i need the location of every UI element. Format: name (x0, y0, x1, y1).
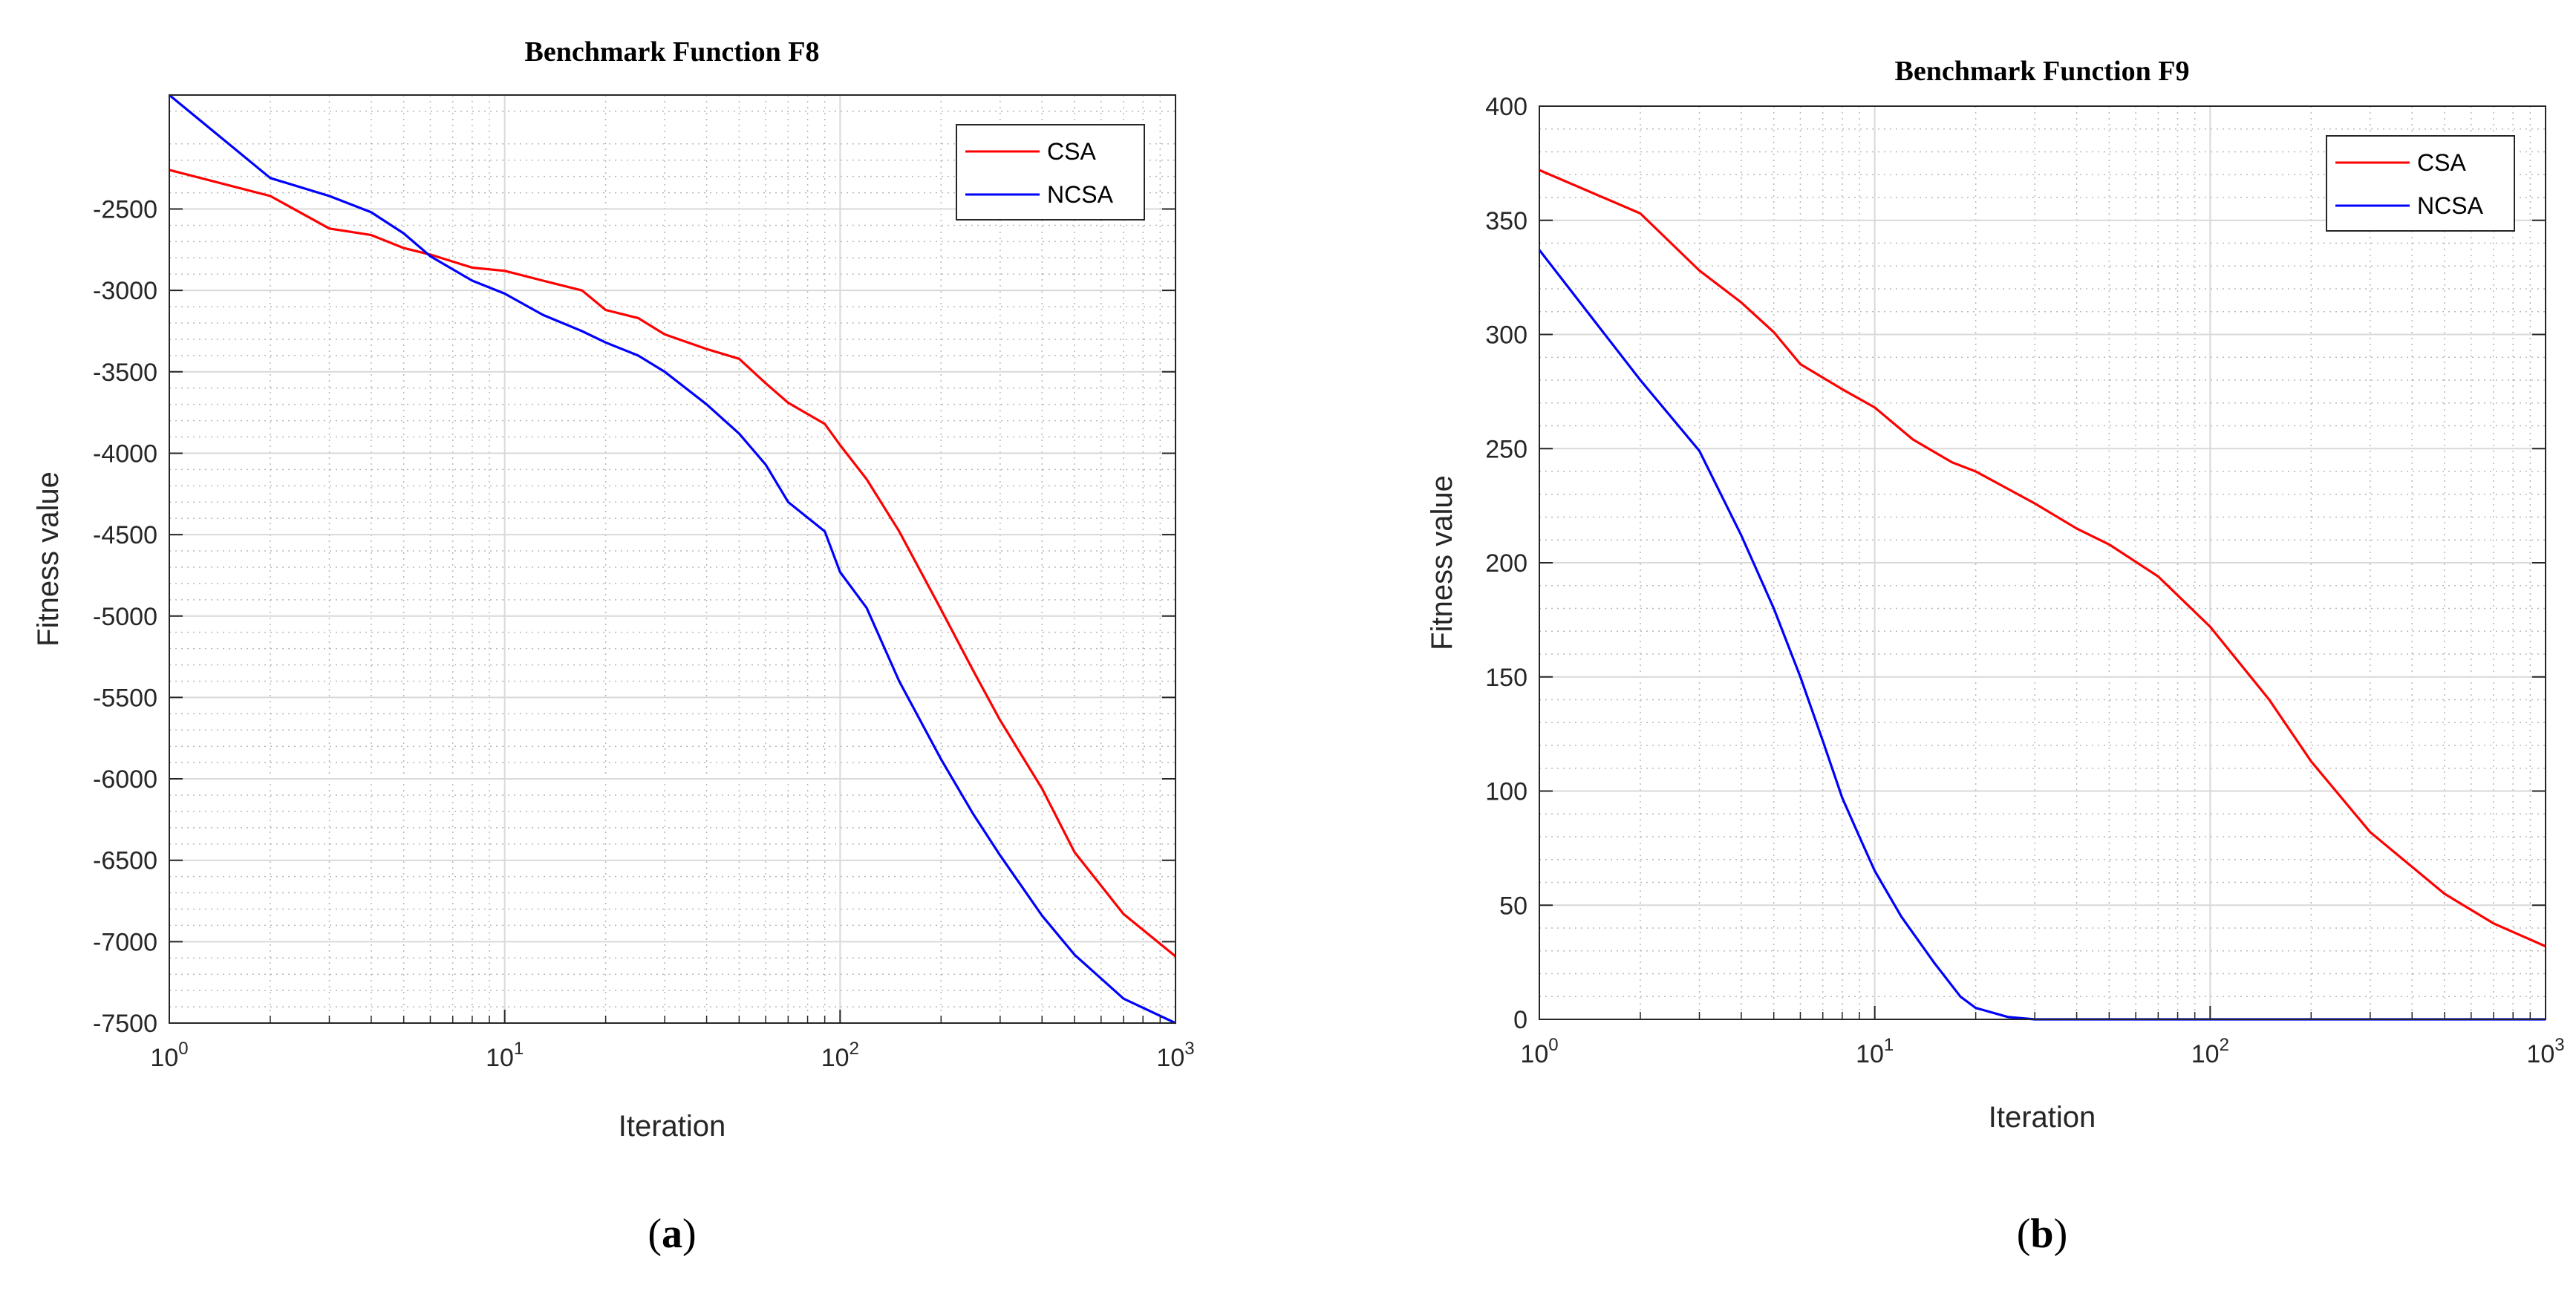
panel-b-title: Benchmark Function F9 (1895, 56, 2190, 87)
panel-b-ytick-label: 200 (1485, 549, 1527, 578)
panel-b-ytick-label: 150 (1485, 664, 1527, 692)
panel-a-legend-box (956, 124, 1145, 221)
panel-b-ytick-label: 50 (1499, 892, 1527, 920)
panel-b-xtick-base: 10 (1856, 1040, 1884, 1068)
panel-a-series-csa-line (169, 169, 1177, 958)
panel-a-plot-area (169, 95, 1175, 1023)
panel-a-xtick-label: 102 (821, 1039, 859, 1072)
panel-a-legend-csa-label: CSA (1047, 138, 1096, 165)
panel-a-series (168, 94, 1177, 1025)
panel-b-minor-grid (1539, 106, 2546, 1019)
panel-a-ytick-label: -6000 (93, 765, 157, 794)
panel-a-ytick-label: -5500 (93, 684, 157, 712)
panel-a-ytick-label: -3500 (93, 359, 157, 387)
panel-a-series-ncsa-line (168, 94, 1176, 1025)
panel-b-xtick-exp: 3 (2554, 1035, 2564, 1055)
panel-b-legend-ncsa-label: NCSA (2417, 192, 2484, 219)
panel-a-ticks: 100 101 102 103-2500-3000-3500-4000-4500-50… (93, 196, 1195, 1072)
panel-a-ytick-label: -2500 (93, 196, 157, 224)
panel-b-xtick-exp: 1 (1884, 1035, 1894, 1055)
panel-b-xtick-label: 103 (2526, 1035, 2564, 1068)
panel-a-title: Benchmark Function F8 (525, 36, 820, 68)
panel-a-legend: CSA NCSA (956, 124, 1145, 221)
panel-b-ytick-label: 300 (1485, 321, 1527, 350)
panel-a-xlabel: Iteration (619, 1110, 726, 1143)
panel-a-xtick-exp: 0 (178, 1039, 188, 1059)
panel-a-caption-letter: a (662, 1211, 682, 1257)
panel-a-legend-ncsa-label: NCSA (1047, 181, 1114, 208)
panel-b-caption-letter: b (2030, 1211, 2053, 1257)
panel-a-xtick-label: 103 (1156, 1039, 1194, 1072)
panel-a-xtick-base: 10 (1156, 1044, 1184, 1072)
panel-b-ytick-label: 250 (1485, 435, 1527, 463)
panel-b-ytick-label: 0 (1513, 1006, 1527, 1034)
panel-a-caption: (a) (648, 1211, 696, 1257)
panel-a-xtick-base: 10 (486, 1044, 514, 1072)
panel-a-xtick-base: 10 (150, 1044, 178, 1072)
panel-a-minor-grid (169, 94, 1175, 1023)
panel-a-ytick-label: -7000 (93, 928, 157, 956)
panel-b-xtick-base: 10 (2191, 1040, 2220, 1068)
panel-a-xtick-exp: 1 (514, 1039, 524, 1059)
panel-a-xtick-base: 10 (821, 1044, 850, 1072)
panel-b-ytick-label: 100 (1485, 778, 1527, 806)
panel-b-xtick-label: 101 (1856, 1035, 1894, 1068)
panel-a-ylabel: Fitness value (32, 471, 65, 647)
panel-b-xtick-base: 10 (1520, 1040, 1548, 1068)
panel-b-xtick-label: 100 (1520, 1035, 1558, 1068)
panel-b-ytick-label: 400 (1485, 93, 1527, 121)
panel-a-xtick-label: 101 (486, 1039, 524, 1072)
panel-a-ytick-label: -4500 (93, 521, 157, 549)
panel-a-xtick-exp: 2 (850, 1039, 859, 1059)
panel-b-series-csa-line (1539, 169, 2546, 948)
panel-b-caption: (b) (2017, 1211, 2067, 1257)
panel-b-xtick-label: 102 (2191, 1035, 2229, 1068)
panel-b-ylabel: Fitness value (1426, 475, 1458, 650)
panel-b-xlabel: Iteration (1989, 1101, 2096, 1134)
panel-b-ytick-label: 350 (1485, 207, 1527, 235)
panel-b-xtick-exp: 0 (1548, 1035, 1558, 1055)
panel-b-legend-box (2326, 135, 2515, 232)
panel-a-xtick-exp: 3 (1184, 1039, 1194, 1059)
panel-a-ytick-label: -5000 (93, 603, 157, 631)
panel-b-legend: CSA NCSA (2326, 135, 2515, 232)
panel-a-axes-box (169, 94, 1176, 1024)
panel-a-ytick-label: -3000 (93, 277, 157, 305)
panel-a-ytick-label: -6500 (93, 847, 157, 875)
panel-b-legend-csa-label: CSA (2417, 149, 2466, 176)
panel-b-xtick-base: 10 (2526, 1040, 2554, 1068)
panel-a-ytick-label: -4000 (93, 440, 157, 468)
panel-a-ytick-label: -7500 (93, 1010, 157, 1038)
panel-b-xtick-exp: 2 (2220, 1035, 2229, 1055)
panel-a-chart: 100 101 102 103-2500-3000-3500-4000-4500-50… (32, 36, 1195, 1257)
panel-a-xtick-label: 100 (150, 1039, 188, 1072)
